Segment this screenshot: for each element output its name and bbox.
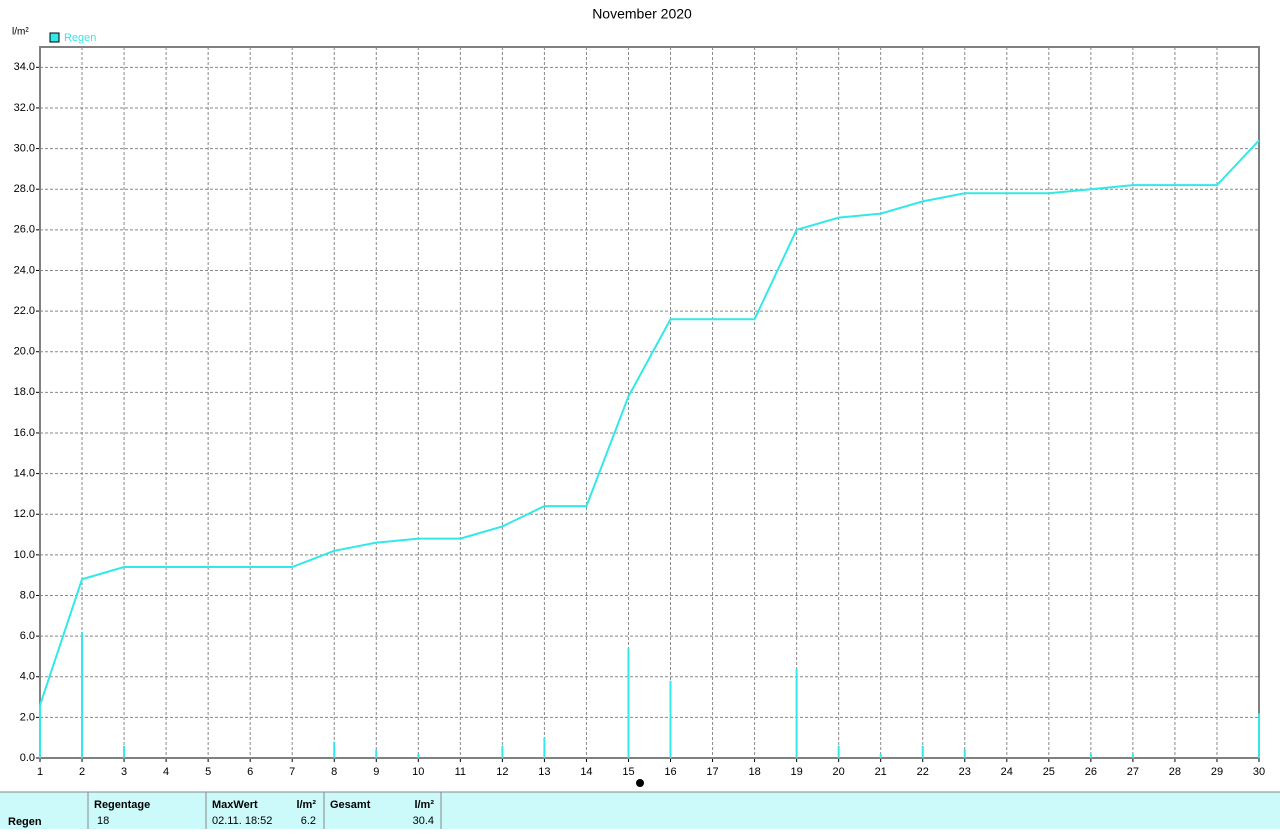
rain-bar [795,668,798,758]
y-tick-label: 20.0 [14,346,35,358]
x-tick-label: 2 [79,766,85,778]
x-tick-label: 25 [1043,766,1055,778]
x-tick-label: 16 [664,766,676,778]
table-cell: 18 [97,815,109,827]
rain-bar [921,745,924,758]
table-cell: 6.2 [301,815,316,827]
x-tick-label: 30 [1253,766,1265,778]
y-tick-label: 4.0 [20,671,35,683]
table-cell: 30.4 [413,815,434,827]
x-tick-label: 22 [917,766,929,778]
x-tick-label: 1 [37,766,43,778]
y-tick-label: 34.0 [14,61,35,73]
table-header: MaxWert [212,799,258,811]
x-tick-label: 5 [205,766,211,778]
x-tick-label: 14 [580,766,592,778]
y-tick-label: 22.0 [14,305,35,317]
x-tick-label: 19 [790,766,802,778]
plot-frame [39,46,1260,759]
y-tick-label: 28.0 [14,183,35,195]
table-header: Regentage [94,799,150,811]
table-row-label: Regen [8,816,42,828]
table-background [0,792,1280,829]
table-header: Gesamt [330,799,371,811]
y-tick-label: 32.0 [14,102,35,114]
x-tick-label: 13 [538,766,550,778]
x-tick-label: 28 [1169,766,1181,778]
rain-bar [375,749,378,758]
x-tick-label: 29 [1211,766,1223,778]
y-unit: l/m² [12,27,29,38]
table-header: l/m² [414,799,434,811]
y-tick-label: 18.0 [14,386,35,398]
y-tick-label: 2.0 [20,711,35,723]
rain-bar [501,745,504,758]
y-tick-label: 30.0 [14,142,35,154]
chart-title: November 2020 [592,6,692,22]
y-tick-label: 26.0 [14,224,35,236]
rain-bar [333,741,336,758]
y-tick-label: 8.0 [20,589,35,601]
x-tick-label: 6 [247,766,253,778]
y-tick-label: 16.0 [14,427,35,439]
y-tick-label: 12.0 [14,508,35,520]
rain-bar [879,753,882,758]
y-tick-label: 10.0 [14,549,35,561]
x-tick-label: 12 [496,766,508,778]
y-tick-label: 24.0 [14,264,35,276]
y-tick-label: 0.0 [20,752,35,764]
rain-bar [543,737,546,758]
rain-line [39,139,1260,706]
legend-swatch [49,32,60,43]
x-tick-label: 21 [875,766,887,778]
legend-label: Regen [64,32,96,44]
y-tick-label: 14.0 [14,468,35,480]
y-tick-label: 6.0 [20,630,35,642]
rain-bar [627,648,630,758]
x-tick-label: 7 [289,766,295,778]
rain-bar [1089,753,1092,758]
x-tick-label: 3 [121,766,127,778]
table-cell: 02.11. 18:52 [212,815,272,827]
current-day-marker [636,779,644,787]
x-tick-label: 8 [331,766,337,778]
rain-bar [39,705,41,758]
x-tick-label: 20 [833,766,845,778]
rain-bar [1258,713,1260,758]
rain-bar [123,745,126,758]
x-tick-label: 23 [959,766,971,778]
rain-bar [1131,753,1134,758]
x-tick-label: 11 [455,766,466,778]
x-tick-label: 17 [706,766,718,778]
x-tick-label: 27 [1127,766,1139,778]
x-tick-label: 26 [1085,766,1097,778]
rain-bar [963,749,966,758]
rain-bar [837,745,840,758]
x-tick-label: 24 [1001,766,1013,778]
rain-bar [417,753,420,758]
table-header: l/m² [296,799,316,811]
rain-bar [81,632,84,758]
x-tick-label: 18 [748,766,760,778]
rain-bar [669,680,672,758]
x-tick-label: 15 [622,766,634,778]
x-tick-label: 9 [373,766,379,778]
x-tick-label: 4 [163,766,169,778]
x-tick-label: 10 [412,766,424,778]
